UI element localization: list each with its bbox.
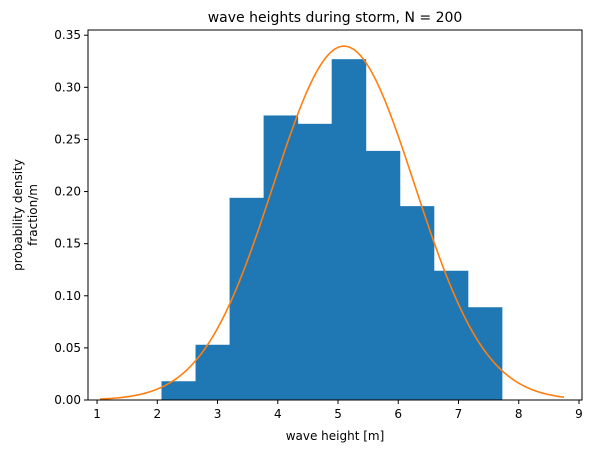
histogram-bars — [161, 59, 503, 401]
histogram-bar — [263, 115, 299, 401]
plot-frame — [87, 29, 583, 401]
x-tick-label: 1 — [93, 407, 101, 421]
x-axis-label: wave height [m] — [286, 429, 385, 443]
y-axis-ticks: 0.00 0.05 0.10 0.15 0.20 0.25 0.30 0.35 — [54, 28, 88, 407]
x-tick-label: 4 — [274, 407, 282, 421]
x-axis-ticks: 1 2 3 4 5 6 7 8 9 — [93, 400, 583, 421]
x-tick-label: 6 — [394, 407, 402, 421]
x-tick-label: 3 — [214, 407, 222, 421]
density-curve-line — [100, 45, 565, 400]
histogram-bar — [161, 381, 197, 400]
y-tick-label: 0.00 — [54, 393, 81, 407]
y-axis-label-line-2: fraction/m — [26, 184, 40, 246]
y-tick-label: 0.30 — [54, 80, 81, 94]
x-tick-label: 7 — [455, 407, 463, 421]
histogram-bar — [433, 270, 469, 400]
histogram-bar — [365, 150, 401, 400]
x-tick-label: 2 — [153, 407, 161, 421]
histogram-bar — [195, 344, 231, 400]
histogram-bar — [399, 206, 435, 400]
y-tick-label: 0.35 — [54, 28, 81, 42]
histogram-bar — [297, 123, 333, 400]
histogram-bar — [467, 307, 503, 400]
y-tick-label: 0.20 — [54, 185, 81, 199]
chart-title: wave heights during storm, N = 200 — [208, 10, 463, 26]
y-tick-label: 0.10 — [54, 289, 81, 303]
y-tick-label: 0.25 — [54, 132, 81, 146]
y-tick-label: 0.15 — [54, 237, 81, 251]
y-tick-label: 0.05 — [54, 341, 81, 355]
y-axis-label: probability density fraction/m — [11, 159, 40, 271]
y-axis-label-line-1: probability density — [11, 159, 25, 271]
x-tick-label: 9 — [575, 407, 583, 421]
histogram-bar — [331, 59, 367, 400]
x-tick-label: 8 — [515, 407, 523, 421]
x-tick-label: 5 — [334, 407, 342, 421]
